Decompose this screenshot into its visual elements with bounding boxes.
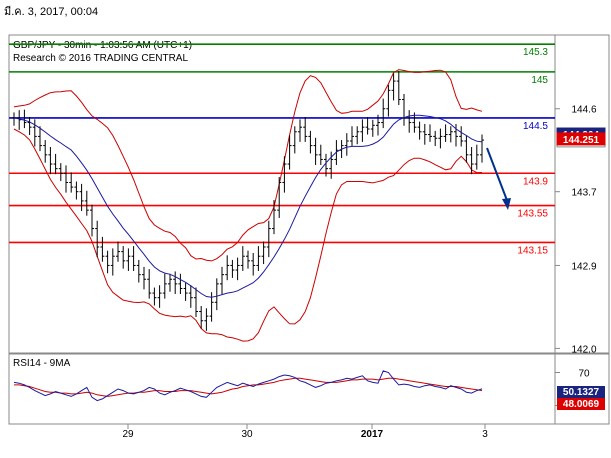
x-tick-label-1: 30 [241,429,253,440]
y-tick-label-2: 142.9 [571,261,596,272]
x-tick-label-2: 2017 [361,429,384,440]
forecast-arrow-head [502,198,511,210]
y-tick-label-0: 144.6 [571,105,596,116]
rsi-y-tick-label-0: 70 [578,369,590,380]
rsi-tag-0 [557,386,605,398]
rsi-panel-frame [8,353,610,425]
rsi-tag-label-1: 48.0069 [563,399,600,410]
rsi-tag-label-0: 50.1327 [563,387,600,398]
level-label-0: 145.3 [523,47,548,58]
rsi-tag-1 [557,398,605,410]
level-label-5: 143.15 [517,245,548,256]
y-tick-label-3: 142.0 [571,344,596,355]
y-tick-label-1: 143.7 [571,188,596,199]
bollinger-lower [13,128,483,342]
rsi-ma-line [14,377,483,397]
chart-title: GBP/JPY - 30min - 1:03:56 AM (UTC+1) [13,40,192,51]
date-label: มี.ค. 3, 2017, 00:04 [4,6,99,18]
x-tick-label-3: 3 [482,429,488,440]
bollinger-upper [13,69,483,262]
level-label-2: 144.5 [523,121,548,132]
chart-subtitle: Research © 2016 TRADING CENTRAL [13,53,188,64]
forecast-arrow-line [486,147,509,204]
price-tag-2 [556,132,606,146]
moving-average-line [13,114,483,298]
price-tag-label-2: 144.251 [563,135,600,146]
level-label-4: 143.55 [517,209,548,220]
level-label-1: 145 [531,75,548,86]
rsi-title: RSI14 - 9MA [13,358,71,369]
rsi-line [13,370,483,402]
x-tick-label-0: 29 [122,429,134,440]
main-panel-frame [8,34,610,354]
level-label-3: 143.9 [523,176,548,187]
date-bar: มี.ค. 3, 2017, 00:04 [0,0,611,34]
